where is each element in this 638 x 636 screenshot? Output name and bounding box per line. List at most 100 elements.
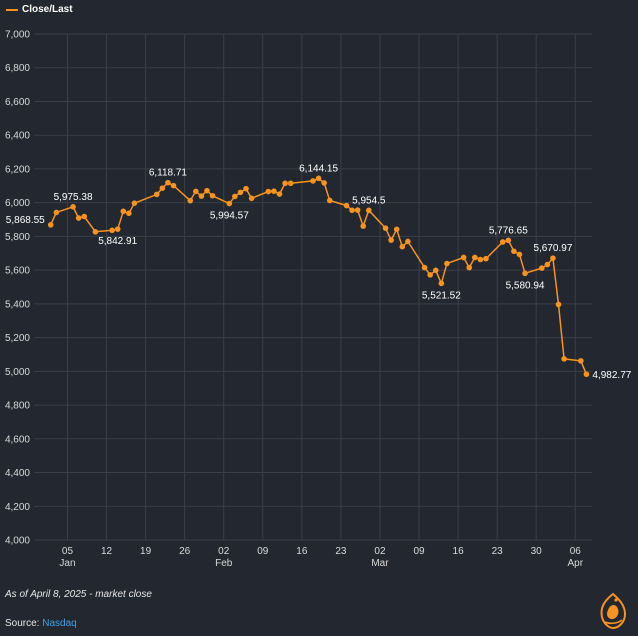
x-tick-label: 30 — [531, 546, 543, 557]
data-label: 5,670.97 — [533, 243, 572, 254]
data-point — [544, 261, 551, 268]
y-tick-label: 4,200 — [5, 502, 30, 513]
x-tick-label: 23 — [492, 546, 504, 557]
legend-line-swatch — [6, 8, 18, 11]
data-point — [583, 371, 590, 378]
data-point — [561, 356, 567, 362]
source-link[interactable]: Nasdaq — [42, 618, 77, 629]
series-line — [50, 177, 588, 375]
data-label: 5,954.5 — [352, 195, 386, 206]
x-tick-label: 06 — [570, 546, 582, 557]
x-tick-label: 16 — [453, 546, 465, 557]
data-point — [483, 255, 489, 262]
data-point — [248, 195, 255, 202]
x-month-label: Jan — [59, 558, 75, 569]
x-month-label: Mar — [371, 558, 389, 569]
data-label: 5,521.52 — [422, 290, 461, 301]
data-label: 5,842.91 — [98, 236, 137, 247]
data-label: 5,975.38 — [54, 192, 93, 203]
data-point — [126, 210, 132, 217]
data-point — [226, 200, 233, 207]
data-point — [460, 254, 467, 261]
data-point — [131, 200, 138, 206]
data-point — [399, 243, 406, 250]
y-tick-label: 6,800 — [5, 63, 30, 74]
data-point — [499, 239, 506, 245]
data-point — [120, 208, 127, 215]
x-tick-label: 19 — [140, 546, 152, 557]
data-point — [516, 251, 523, 258]
data-point — [393, 226, 400, 233]
x-tick-label: 05 — [62, 546, 74, 557]
data-point — [550, 255, 556, 261]
y-tick-label: 5,400 — [5, 299, 30, 310]
line-chart: 4,000 4,200 4,400 4,600 4,800 5,000 5,200 5,400… — [5, 30, 632, 570]
source-line: Source: Nasdaq — [5, 618, 77, 629]
data-point — [432, 267, 439, 274]
y-tick-label: 5,600 — [5, 266, 30, 277]
data-point — [243, 185, 249, 192]
y-tick-label: 6,400 — [5, 131, 30, 142]
footnote: As of April 8, 2025 - market close — [5, 589, 152, 600]
y-tick-label: 4,600 — [5, 434, 30, 445]
data-point — [170, 182, 177, 189]
data-point — [315, 175, 322, 182]
data-point — [92, 229, 99, 235]
data-point — [204, 187, 210, 194]
data-point — [438, 280, 445, 287]
data-point — [538, 265, 545, 271]
data-point — [187, 197, 194, 204]
data-label: 5,994.57 — [210, 211, 249, 222]
data-label: 5,868.55 — [6, 215, 45, 226]
data-point — [366, 207, 372, 214]
x-tick-label: 09 — [257, 546, 269, 557]
x-tick-label: 26 — [179, 546, 191, 557]
data-point — [109, 227, 115, 234]
data-point — [70, 204, 76, 210]
data-point — [405, 238, 411, 245]
data-point — [47, 222, 54, 228]
data-point — [505, 237, 512, 244]
data-point — [343, 202, 350, 209]
data-point — [198, 193, 205, 199]
data-point — [282, 180, 288, 187]
y-tick-label: 6,200 — [5, 164, 30, 175]
data-label: 4,982.77 — [592, 370, 631, 381]
x-tick-label: 02 — [218, 546, 230, 557]
data-label: 6,144.15 — [299, 163, 338, 174]
data-point — [75, 215, 82, 221]
data-label: 5,776.65 — [489, 225, 528, 236]
data-point — [193, 188, 199, 195]
data-point — [326, 197, 333, 204]
y-tick-label: 6,000 — [5, 198, 30, 209]
data-label: 5,580.94 — [506, 280, 545, 291]
data-point — [81, 213, 88, 220]
data-point — [114, 226, 121, 232]
x-month-label: Feb — [215, 558, 233, 569]
data-label: 6,118.71 — [149, 168, 188, 179]
y-tick-label: 5,000 — [5, 367, 30, 378]
data-point — [360, 223, 367, 229]
data-point — [209, 192, 216, 199]
x-month-label: Apr — [567, 558, 583, 569]
data-point — [466, 264, 473, 271]
data-point — [165, 179, 171, 186]
data-point — [555, 301, 562, 308]
data-point — [53, 209, 60, 216]
data-point — [159, 185, 166, 191]
data-point — [477, 256, 484, 263]
y-tick-label: 4,400 — [5, 468, 30, 479]
data-point — [310, 178, 316, 184]
y-tick-label: 5,800 — [5, 232, 30, 243]
data-point — [427, 272, 433, 278]
x-tick-label: 23 — [335, 546, 347, 557]
chart-legend: Close/Last — [6, 4, 73, 15]
y-tick-label: 4,000 — [5, 536, 30, 547]
y-tick-label: 4,800 — [5, 401, 30, 412]
source-prefix: Source: — [5, 618, 43, 629]
y-tick-label: 6,600 — [5, 97, 30, 108]
data-point — [522, 270, 528, 277]
data-point — [382, 225, 389, 231]
data-point — [511, 248, 517, 255]
legend-label: Close/Last — [22, 4, 73, 15]
